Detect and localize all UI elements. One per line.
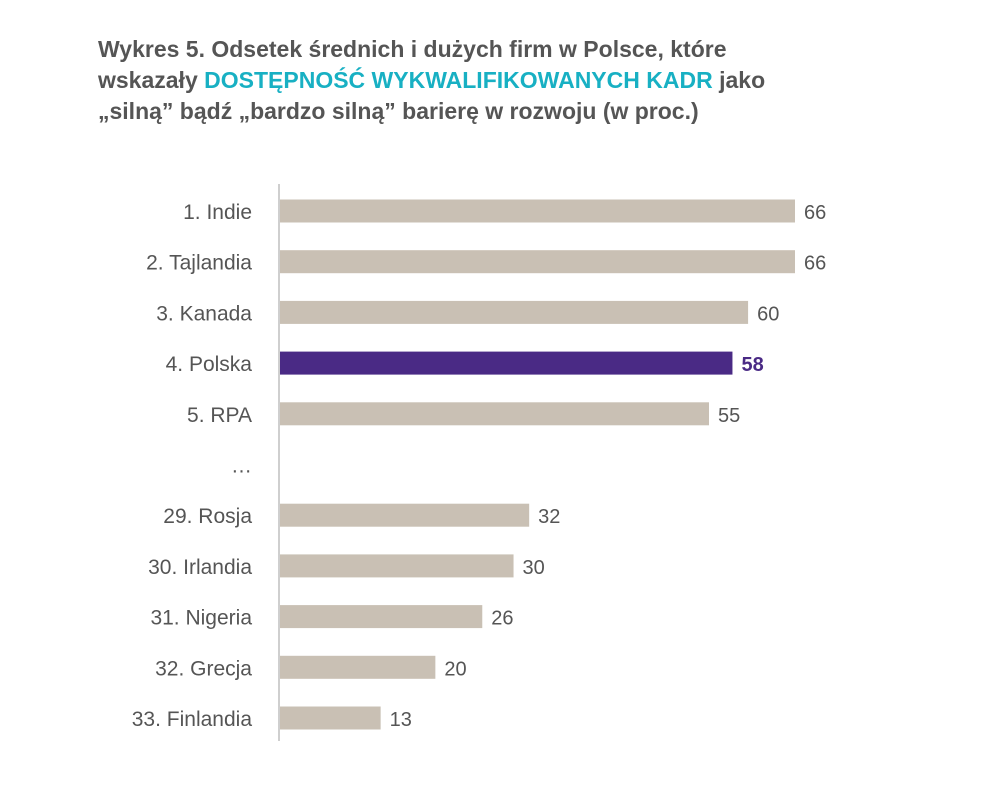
value-label: 20 xyxy=(444,658,466,680)
bar xyxy=(279,605,483,629)
title-line-2-prefix: wskazały xyxy=(98,67,205,93)
title-line-2-suffix: jako xyxy=(712,67,766,93)
category-label: 1. Indie xyxy=(183,201,252,224)
value-label: 30 xyxy=(523,557,545,579)
category-label: 30. Irlandia xyxy=(148,556,252,579)
category-label: 4. Polska xyxy=(166,353,253,376)
category-label: 5. RPA xyxy=(187,404,252,427)
bar xyxy=(279,199,795,223)
bar xyxy=(279,554,514,578)
bar xyxy=(279,402,709,426)
bar-highlighted xyxy=(279,351,733,375)
value-label: 32 xyxy=(538,506,560,528)
category-label: 32. Grecja xyxy=(155,657,252,680)
value-label: 66 xyxy=(804,253,826,275)
value-label: 26 xyxy=(491,608,513,630)
value-label: 55 xyxy=(718,405,740,427)
bar xyxy=(279,655,436,679)
bar xyxy=(279,503,530,527)
value-label: 60 xyxy=(757,303,779,325)
title-line-1: Wykres 5. Odsetek średnich i dużych firm… xyxy=(98,36,727,62)
title-highlight: DOSTĘPNOŚĆ WYKWALIFIKOWANYCH KADR xyxy=(204,67,713,93)
category-label: 33. Finlandia xyxy=(132,708,253,731)
value-label: 13 xyxy=(390,709,412,731)
title-line-3: „silną” bądź „bardzo silną” barierę w ro… xyxy=(98,98,699,124)
bar xyxy=(279,250,795,274)
category-label: … xyxy=(231,455,252,478)
value-label: 58 xyxy=(741,354,763,376)
category-label: 31. Nigeria xyxy=(150,607,252,630)
bar xyxy=(279,706,381,730)
value-label: 66 xyxy=(804,202,826,224)
bar xyxy=(279,300,749,324)
category-label: 29. Rosja xyxy=(163,505,252,528)
category-label: 3. Kanada xyxy=(156,302,252,325)
category-label: 2. Tajlandia xyxy=(146,252,252,275)
chart-title: Wykres 5. Odsetek średnich i dużych firm… xyxy=(98,34,858,127)
